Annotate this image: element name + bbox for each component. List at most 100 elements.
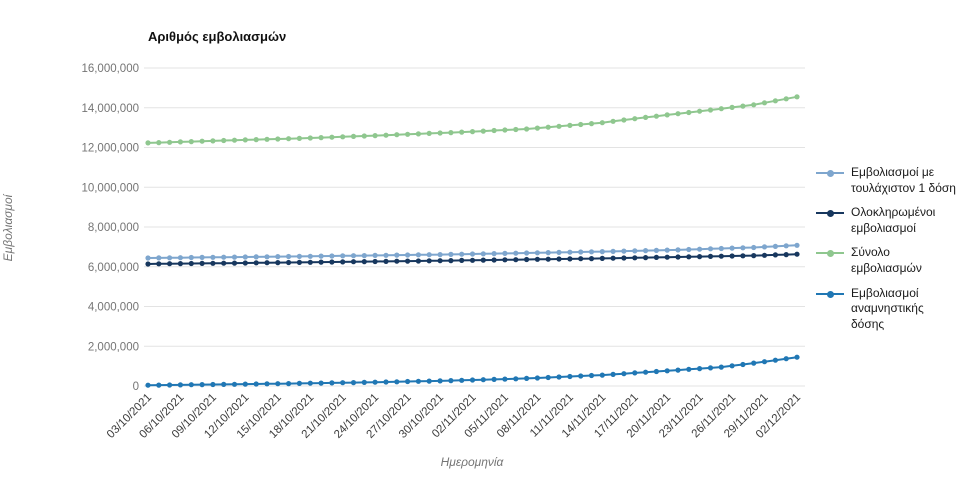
y-tick-label: 2,000,000 <box>88 341 139 353</box>
series-point <box>697 254 703 260</box>
series-point <box>145 140 151 146</box>
series-point <box>632 116 638 122</box>
series-point <box>697 108 703 114</box>
series-point <box>188 254 194 261</box>
series-point <box>545 374 551 381</box>
series-point <box>156 140 162 146</box>
series-point <box>405 252 411 258</box>
series-point <box>480 257 486 263</box>
series-point <box>426 378 432 384</box>
series-point <box>718 106 724 112</box>
series-point <box>513 376 519 382</box>
series-point <box>729 363 735 369</box>
series-point <box>383 379 389 385</box>
legend-item-completed-vaccinations[interactable]: Ολοκληρωμένοι εμβολιασμοί <box>816 205 958 236</box>
series-point <box>296 380 302 386</box>
series-point <box>729 104 735 110</box>
legend-item-total-vaccinations[interactable]: Σύνολο εμβολιασμών <box>816 245 958 276</box>
series-point <box>459 257 465 263</box>
series-point <box>426 252 432 258</box>
y-tick-label: 0 <box>133 381 139 393</box>
series-point <box>675 367 681 373</box>
series-point <box>221 137 227 144</box>
series-point <box>296 135 302 141</box>
series-point <box>372 252 378 258</box>
series-point <box>783 96 789 102</box>
y-axis-title: Εμβολιασμοί <box>1 194 15 262</box>
series-point <box>664 254 670 260</box>
y-tick-label: 10,000,000 <box>81 182 139 194</box>
series-point <box>242 137 248 143</box>
series-point <box>556 374 562 380</box>
series-point <box>286 136 292 142</box>
series-point <box>740 361 746 368</box>
series-point <box>686 366 692 372</box>
series-point <box>545 250 551 256</box>
series-point <box>469 251 476 257</box>
series-point <box>480 128 486 134</box>
series-point <box>599 120 605 126</box>
series-point <box>578 121 584 128</box>
series-point <box>167 139 173 145</box>
series-point <box>156 261 162 267</box>
series-point <box>502 376 508 382</box>
series-point <box>567 122 573 128</box>
series-point <box>372 258 378 265</box>
series-point <box>707 253 714 259</box>
series-point <box>307 253 313 259</box>
series-point <box>437 378 443 384</box>
series-point <box>383 258 389 264</box>
series-point <box>318 135 324 141</box>
series-point <box>221 254 227 260</box>
series-point <box>502 257 508 263</box>
series-point <box>242 381 248 387</box>
series-point <box>761 252 768 258</box>
series-point <box>231 254 238 260</box>
legend-label: Εμβολιασμοί αναμνηστικής δόσης <box>851 285 924 331</box>
series-point <box>253 254 259 260</box>
series-point <box>275 260 281 266</box>
series-point <box>675 111 681 117</box>
series-point <box>394 258 400 264</box>
legend-label: Εμβολιασμοί με τουλάχιστον 1 δόση <box>851 165 956 195</box>
series-point <box>340 134 346 140</box>
series-point <box>686 109 692 116</box>
legend-item-booster-dose[interactable]: Εμβολιασμοί αναμνηστικής δόσης <box>816 286 958 333</box>
series-point <box>761 100 768 106</box>
series-point <box>610 371 616 377</box>
series-point <box>415 131 421 137</box>
series-point <box>426 130 432 136</box>
series-point <box>188 382 194 388</box>
series-point <box>145 261 151 267</box>
series-point <box>588 249 595 255</box>
series-point <box>318 253 324 259</box>
series-point <box>686 246 692 253</box>
series-point <box>643 114 649 120</box>
series-point <box>740 253 746 259</box>
series-point <box>394 379 400 385</box>
series-point <box>772 98 779 104</box>
series-point <box>772 252 779 258</box>
series-point <box>664 368 670 374</box>
series-point <box>459 251 465 257</box>
series-point <box>253 381 259 387</box>
series-point <box>588 121 595 127</box>
series-point <box>502 127 508 133</box>
series-point <box>177 261 183 267</box>
series-point <box>599 372 605 378</box>
series-point <box>383 252 389 258</box>
series-point <box>556 123 562 129</box>
series-point <box>361 259 367 265</box>
series-point <box>329 134 335 140</box>
series-point <box>469 377 476 383</box>
series-point <box>286 381 292 387</box>
series-point <box>524 256 530 263</box>
chart-title: Αριθμός εμβολιασμών <box>148 29 287 44</box>
series-point <box>307 135 313 141</box>
series-point <box>199 260 205 266</box>
series-point <box>621 371 627 377</box>
series-point <box>361 253 367 259</box>
series-point <box>372 379 378 385</box>
legend-line-dot-icon <box>816 246 844 259</box>
legend-item-at-least-1-dose[interactable]: Εμβολιασμοί με τουλάχιστον 1 δόση <box>816 165 958 196</box>
